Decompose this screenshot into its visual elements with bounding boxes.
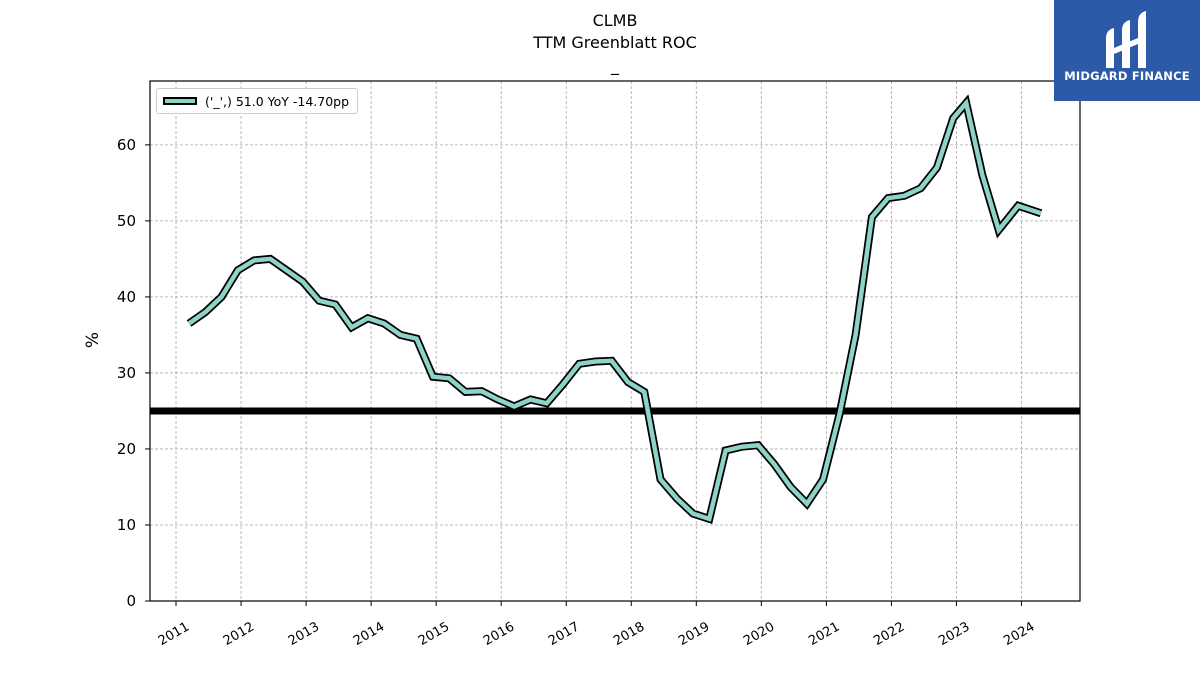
x-tick-label: 2019 bbox=[676, 619, 712, 649]
legend-swatch bbox=[163, 97, 197, 105]
x-tick-label: 2013 bbox=[286, 619, 322, 649]
y-tick-label: 50 bbox=[117, 212, 136, 230]
chart-title: CLMB bbox=[592, 11, 638, 30]
legend-label: ('_',) 51.0 YoY -14.70pp bbox=[205, 93, 350, 109]
x-tick-label: 2018 bbox=[611, 619, 647, 649]
x-tick-label: 2011 bbox=[156, 619, 192, 649]
x-tick-label: 2022 bbox=[871, 619, 907, 649]
logo-text: MIDGARD FINANCE bbox=[1064, 69, 1190, 83]
axis-ticks: 0 10 20 30 40 50 60 2011 2012 2013 2014 2015 2016 201… bbox=[117, 136, 1038, 649]
brand-logo: MIDGARD FINANCE bbox=[1054, 0, 1200, 101]
x-tick-label: 2016 bbox=[481, 619, 517, 649]
plot-frame bbox=[149, 80, 1081, 602]
x-tick-label: 2014 bbox=[351, 619, 387, 649]
grid-lines bbox=[150, 81, 1080, 602]
y-tick-label: 30 bbox=[117, 364, 136, 382]
x-tick-label: 2024 bbox=[1001, 619, 1037, 649]
series-line-edge bbox=[186, 94, 1043, 525]
y-axis-label: % bbox=[83, 331, 103, 349]
series-layer bbox=[150, 94, 1080, 525]
series-line bbox=[187, 98, 1042, 522]
x-tick-label: 2012 bbox=[221, 619, 257, 649]
y-tick-label: 60 bbox=[117, 136, 136, 154]
y-tick-label: 40 bbox=[117, 288, 136, 306]
logo-mark-icon bbox=[1106, 11, 1146, 68]
y-tick-label: 10 bbox=[117, 516, 136, 534]
x-tick-label: 2017 bbox=[546, 619, 582, 649]
chart-subtitle-2: _ bbox=[611, 56, 619, 75]
x-tick-label: 2020 bbox=[741, 619, 777, 649]
chart-subtitle: TTM Greenblatt ROC bbox=[533, 33, 697, 52]
x-tick-label: 2015 bbox=[416, 619, 452, 649]
x-tick-label: 2021 bbox=[806, 619, 842, 649]
legend: ('_',) 51.0 YoY -14.70pp bbox=[156, 88, 359, 114]
y-tick-label: 20 bbox=[117, 440, 136, 458]
y-tick-label: 0 bbox=[126, 592, 136, 610]
x-tick-label: 2023 bbox=[936, 619, 972, 649]
